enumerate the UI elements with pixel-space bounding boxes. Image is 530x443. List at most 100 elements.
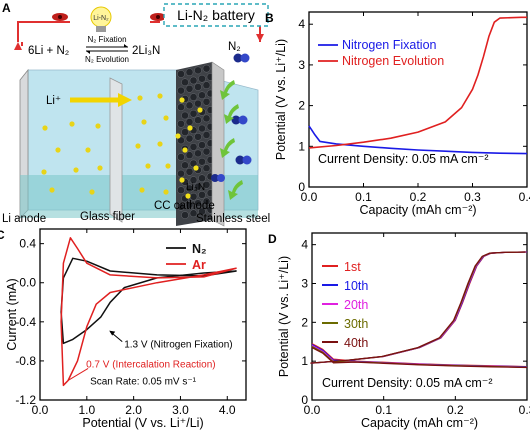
li-ion-dot (49, 187, 55, 193)
n2-label: N₂ (228, 41, 241, 53)
li-ions (41, 93, 171, 195)
y-tick-label: -0.8 (15, 354, 36, 368)
eye-pupil (58, 15, 62, 19)
legend-entry: Nitrogen Evolution (342, 54, 444, 68)
plot-frame (311, 232, 528, 401)
carbon-fiber-dot (181, 111, 189, 120)
glass-fiber-label: Glass fiber (80, 211, 135, 223)
li-ion-dot (85, 147, 91, 153)
annotation-arrow-icon (67, 368, 89, 381)
curved-arrow-icon (220, 138, 235, 158)
carbon-fiber-dot (177, 202, 185, 211)
bulb-base (96, 26, 106, 32)
carbon-fiber-dot (185, 68, 194, 77)
series-discharge-40th (311, 346, 528, 369)
arrow-head (124, 44, 128, 47)
li-ion-label: Li⁺ (46, 95, 61, 107)
chart-panel-d: D 0.0 0.1 0.2 0.3 0 1 2 3 4 Capacity (mAh cm⁻²) Pot… (268, 232, 530, 430)
carbon-fiber-dot (194, 83, 202, 91)
scan-rate-annotation: Scan Rate: 0.05 mV s⁻¹ (90, 376, 197, 387)
carbon-fiber-dot (185, 118, 194, 126)
li-ion-dot (163, 115, 169, 121)
carbon-fiber-dot (177, 70, 185, 78)
x-tick-label: 1.0 (78, 403, 95, 417)
carbon-fiber-dot (185, 134, 194, 143)
panel-label: B (265, 11, 274, 25)
li3n-deposit (197, 107, 203, 113)
y-tick-label: 0.4 (19, 237, 36, 251)
glass-fiber-separator (109, 77, 123, 223)
x-tick-label: 0.3 (519, 403, 530, 417)
li3n-deposit (179, 177, 185, 183)
carbon-fiber-dot (194, 99, 202, 108)
x-tick-label: 0.3 (464, 190, 481, 204)
schematic-title: Li-N₂ battery (177, 7, 255, 23)
li-ion-dot (157, 141, 163, 147)
carbon-fiber-dot (198, 207, 206, 216)
carbon-fiber-dot (194, 199, 202, 208)
carbon-fiber-dot (181, 128, 189, 136)
li-anode-label: Li anode (2, 213, 46, 225)
series-line-nitrogen-fixation (308, 125, 528, 155)
x-axis-label: Capacity (mAh cm⁻²) (361, 416, 478, 430)
arrow-head (86, 51, 90, 54)
carbon-fiber-dot (177, 186, 185, 195)
intercalation-annotation: 0.7 V (Intercalation Reaction) (86, 359, 216, 370)
stainless-steel-label: Stainless steel (196, 213, 270, 225)
current-density-annotation: Current Density: 0.05 mA cm⁻² (322, 376, 493, 390)
legend-entry: 40th (344, 336, 368, 350)
carbon-fiber-dot (202, 131, 211, 139)
legend-entry: Nitrogen Fixation (342, 38, 437, 52)
fixation-annotation: 1.3 V (Nitrogen Fixation) (124, 340, 232, 351)
y-axis-label: Potential (V vs. Li⁺/Li) (277, 256, 291, 377)
carbon-fiber-dot (189, 109, 198, 118)
carbon-fiber-dot (185, 84, 194, 93)
li3n-deposit (187, 125, 193, 131)
legend-entry: 20th (344, 298, 368, 312)
li-ion-dot (165, 163, 171, 169)
series-line-ar (60, 237, 237, 387)
curved-arrow-icon (220, 80, 235, 100)
chart-panel-b: B 0.0 0.1 0.2 0.3 0.4 0 1 2 3 4 Capacity (mAh cm⁻²)… (265, 11, 530, 217)
li-ion-dot (97, 165, 103, 171)
carbon-fiber-dot (189, 159, 198, 168)
y-tick-label: 3 (301, 276, 308, 290)
panel-label: C (0, 228, 5, 242)
legend-entry: Ar (192, 258, 206, 272)
circuit-wire (17, 21, 70, 42)
y-tick-label: 0 (298, 180, 305, 194)
li-ion-dot (135, 143, 141, 149)
title-box (163, 3, 269, 27)
carbon-fiber-dot (198, 174, 206, 183)
carbon-fiber-dot (202, 147, 211, 156)
carbon-fiber-dot (194, 182, 202, 191)
x-tick-label: 0.1 (375, 403, 392, 417)
panel-a-label: A (2, 1, 11, 15)
fixation-label: N₂ Fixation (87, 35, 126, 44)
carbon-fiber-dot (202, 164, 211, 173)
li3n-deposit (193, 165, 199, 171)
current-density-annotation: Current Density: 0.05 mA cm⁻² (318, 152, 489, 166)
x-tick-label: 0.2 (410, 190, 427, 204)
li-ion-dot (89, 189, 95, 195)
carbon-fiber-dot (189, 93, 198, 101)
li-ion-dot (42, 125, 48, 131)
carbon-fiber-dot (194, 116, 202, 125)
bulb-label: Li-N₂ (93, 15, 109, 22)
li3n-deposit (185, 193, 191, 199)
y-tick-label: 3 (298, 58, 305, 72)
arrow-up-icon (14, 42, 22, 50)
carbon-fiber-dot (185, 167, 194, 176)
carbon-fiber-dot (198, 124, 206, 133)
carbon-fiber-dot (181, 211, 189, 219)
y-tick-label: 4 (301, 238, 308, 252)
arrow-head (109, 330, 116, 336)
legend-entry: 10th (344, 279, 368, 293)
x-tick-label: 0.4 (519, 190, 530, 204)
li3n-deposit (175, 133, 181, 139)
carbon-fiber-dot (194, 132, 202, 141)
panel-a-schematic: A Li-N₂ Li-N₂ battery 6Li + N₂ N₂ Fixati… (2, 1, 270, 227)
x-tick-label: 0.0 (304, 403, 321, 417)
legend-entry: N₂ (192, 242, 207, 256)
